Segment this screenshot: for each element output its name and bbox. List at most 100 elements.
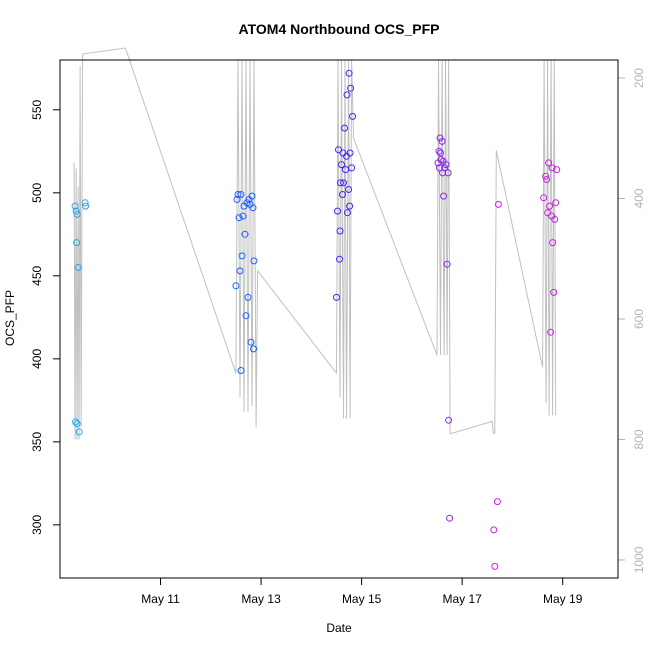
data-point <box>73 420 81 428</box>
data-point <box>348 164 356 172</box>
data-point <box>250 257 258 265</box>
x-tick-label: May 15 <box>342 592 382 606</box>
data-point <box>336 227 344 235</box>
right-tick-label: 1000 <box>632 546 646 573</box>
data-point <box>234 191 242 198</box>
data-point <box>445 416 453 424</box>
right-tick-label: 600 <box>632 309 646 329</box>
axes-layer: 300 350 400 450 500 550 May 11 May 13 May 15 May … <box>30 68 646 606</box>
y-tick-label: 400 <box>30 349 44 369</box>
data-point <box>551 215 559 223</box>
data-point <box>552 199 560 207</box>
data-point <box>349 112 357 120</box>
y-tick-label: 550 <box>30 99 44 119</box>
data-point <box>233 196 241 203</box>
data-point <box>82 202 90 210</box>
data-point <box>337 179 344 187</box>
data-point <box>248 192 256 200</box>
data-point <box>341 124 348 132</box>
right-tick-label: 400 <box>632 188 646 208</box>
data-point <box>237 191 245 198</box>
gray-line-layer <box>73 47 557 440</box>
right-tick-label: 200 <box>632 68 646 88</box>
data-point <box>549 239 557 247</box>
data-point <box>446 514 454 522</box>
data-point <box>345 69 353 77</box>
data-point <box>547 328 555 336</box>
y-tick-label: 300 <box>30 515 44 535</box>
data-point <box>342 166 349 174</box>
data-point <box>345 186 353 193</box>
data-point <box>72 418 80 426</box>
data-point <box>347 84 355 92</box>
data-point <box>540 194 548 202</box>
data-point <box>493 498 501 506</box>
data-point <box>73 239 81 247</box>
data-point <box>491 562 499 570</box>
data-point <box>232 282 240 290</box>
data-point <box>435 147 443 155</box>
y-axis-label: OCS_PFP <box>3 290 17 346</box>
data-point <box>73 210 81 218</box>
data-point <box>441 164 449 172</box>
data-point <box>244 293 252 301</box>
y-tick-label: 500 <box>30 182 44 202</box>
data-point <box>75 428 83 436</box>
data-point <box>346 202 354 210</box>
data-point <box>442 161 450 169</box>
data-point <box>494 200 502 208</box>
y-tick-label: 350 <box>30 432 44 452</box>
data-point <box>250 345 257 353</box>
points-layer <box>71 69 561 570</box>
data-point <box>438 137 446 145</box>
data-point <box>550 288 558 296</box>
gray-series-line <box>73 47 557 440</box>
data-point <box>444 169 452 177</box>
data-point <box>344 209 351 217</box>
data-point <box>440 192 448 200</box>
data-point <box>443 260 451 268</box>
data-point <box>343 91 351 99</box>
x-axis-label: Date <box>326 621 352 635</box>
x-tick-label: May 11 <box>141 592 180 606</box>
data-point <box>247 338 255 346</box>
data-point <box>241 230 249 238</box>
data-point <box>249 204 257 212</box>
data-point <box>338 161 345 169</box>
data-point <box>72 207 80 215</box>
data-point <box>339 191 346 198</box>
data-point <box>236 267 244 275</box>
data-point <box>336 255 343 263</box>
data-point <box>542 172 550 180</box>
right-tick-label: 800 <box>632 429 646 449</box>
data-point <box>237 367 245 374</box>
data-point <box>333 293 340 301</box>
data-point <box>546 202 554 210</box>
data-point <box>545 159 553 167</box>
data-point <box>553 166 561 174</box>
data-point <box>544 209 552 217</box>
x-tick-label: May 13 <box>241 592 281 606</box>
data-point <box>437 149 444 157</box>
y-tick-label: 450 <box>30 266 44 286</box>
data-point <box>436 164 443 172</box>
data-point <box>490 526 498 534</box>
data-point <box>238 252 246 260</box>
data-point <box>335 146 342 154</box>
chart-title: ATOM4 Northbound OCS_PFP <box>239 21 440 37</box>
data-point <box>340 179 347 187</box>
data-point <box>71 202 79 210</box>
data-point <box>543 176 551 183</box>
data-point <box>346 149 354 157</box>
data-point <box>436 134 444 142</box>
data-point <box>74 264 82 271</box>
x-tick-label: May 19 <box>543 592 583 606</box>
data-point <box>437 156 445 164</box>
data-point <box>81 199 89 207</box>
data-point <box>235 214 243 222</box>
plot-frame <box>59 59 619 579</box>
x-tick-label: May 17 <box>442 592 482 606</box>
data-point <box>334 207 341 215</box>
data-point <box>242 312 250 320</box>
